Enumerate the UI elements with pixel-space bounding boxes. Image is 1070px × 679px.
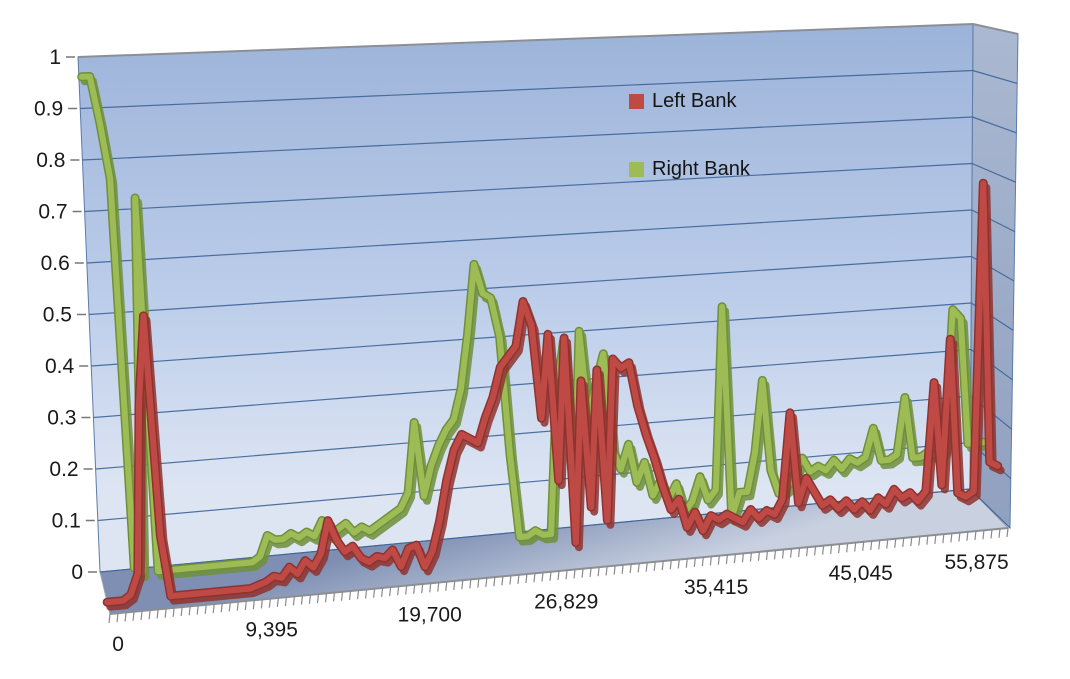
x-tick-label: 0 [112, 633, 124, 656]
y-tick-label: 0.4 [45, 355, 75, 378]
x-tick-label: 19,700 [398, 603, 462, 626]
legend-item-right-bank[interactable]: Right Bank [629, 158, 750, 181]
x-axis-minor-ticks [108, 527, 1009, 624]
y-tick-label: 0 [71, 561, 83, 584]
x-axis-labels: 0 9,395 19,700 26,829 35,415 45,045 55,875 [112, 551, 1008, 656]
x-tick-label: 35,415 [684, 576, 748, 599]
legend-label-right-bank: Right Bank [652, 158, 750, 180]
legend-label-left-bank: Left Bank [652, 90, 737, 112]
y-tick-label: 0.5 [43, 304, 72, 327]
y-tick-label: 0.2 [49, 458, 78, 481]
y-tick-label: 0.6 [41, 252, 70, 275]
x-tick-label: 45,045 [829, 562, 893, 585]
y-tick-label: 0.3 [47, 407, 76, 430]
y-tick-label: 0.1 [52, 510, 81, 533]
x-tick-label: 9,395 [245, 619, 298, 642]
legend-item-left-bank[interactable]: Left Bank [629, 90, 737, 113]
gridlines [77, 23, 1019, 573]
series-right-bank[interactable] [77, 72, 991, 582]
y-axis-labels: 0 0.1 0.2 0.3 0.4 0.5 0.6 0.7 0.8 0.9 1 [34, 46, 97, 584]
y-tick-label: 0.9 [34, 98, 63, 121]
x-tick-label: 26,829 [534, 590, 598, 613]
y-tick-label: 0.8 [36, 149, 65, 172]
y-tick-label: 1 [49, 46, 61, 69]
y-tick-label: 0.7 [38, 201, 67, 224]
x-tick-label: 55,875 [944, 551, 1008, 574]
legend-swatch-left-bank-icon [629, 94, 644, 109]
legend-swatch-right-bank-icon [629, 162, 644, 177]
series-left-bank[interactable] [102, 178, 1005, 611]
